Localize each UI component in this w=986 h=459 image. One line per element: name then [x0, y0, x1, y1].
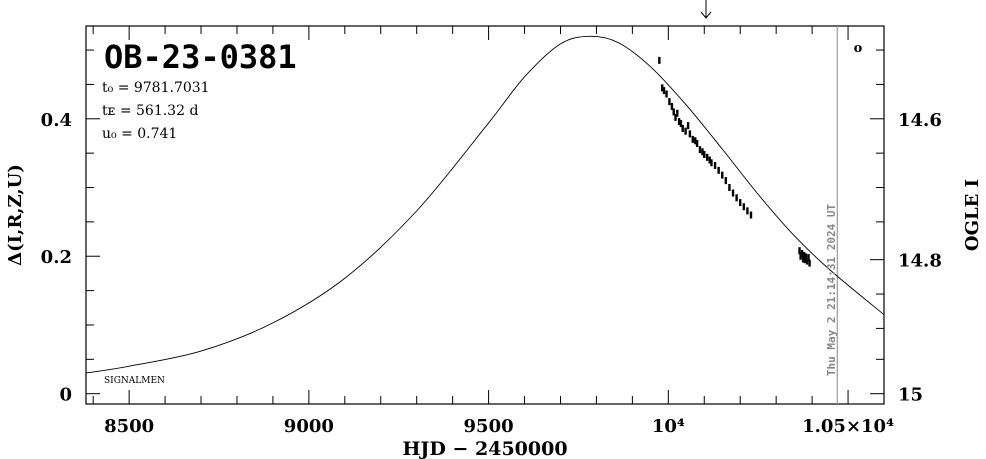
y-axis-label-left: Δ(I,R,Z,U)	[5, 164, 26, 266]
data-point	[749, 211, 753, 219]
y-tick-label-left: 0.2	[41, 247, 72, 268]
data-point	[688, 130, 692, 138]
data-point	[746, 207, 749, 215]
data-point	[803, 252, 806, 260]
chart-title: OB-23-0381	[104, 38, 297, 76]
y-axis-label-right: OGLE I	[962, 179, 983, 251]
x-tick-label: 9500	[464, 416, 514, 437]
legend-marker: o	[854, 41, 863, 56]
y-tick-label-right: 15	[898, 385, 923, 406]
param-t0: t₀ = 9781.7031	[102, 80, 210, 96]
data-point	[686, 122, 690, 130]
data-point	[805, 257, 809, 265]
data-point	[695, 140, 699, 148]
data-point	[739, 199, 742, 207]
x-tick-label: 8500	[104, 416, 154, 437]
data-point	[684, 127, 687, 135]
y-tick-label-left: 0	[59, 385, 72, 406]
data-point	[735, 194, 738, 202]
data-point	[808, 259, 811, 267]
data-point	[724, 177, 728, 185]
data-point	[800, 249, 804, 257]
data-point	[701, 148, 704, 156]
x-tick-label: 1.05×10⁴	[802, 416, 894, 437]
data-point	[799, 252, 802, 260]
data-point	[703, 151, 706, 159]
data-point	[807, 254, 810, 262]
data-point	[713, 162, 717, 170]
data-point	[668, 98, 671, 106]
model-curve	[85, 35, 885, 374]
x-axis-label: HJD − 2450000	[402, 438, 567, 459]
data-point	[691, 135, 694, 143]
data-point	[662, 87, 666, 95]
data-point	[665, 90, 668, 98]
data-point	[677, 118, 681, 126]
data-point	[708, 156, 711, 164]
data-point	[661, 84, 664, 92]
data-point	[676, 109, 679, 117]
data-point	[804, 253, 808, 261]
data-point	[679, 120, 683, 128]
x-tick-label: 10⁴	[652, 416, 685, 437]
data-point	[710, 159, 713, 167]
data-point	[670, 102, 674, 110]
data-point	[721, 171, 724, 179]
data-point	[717, 166, 720, 174]
param-u0: u₀ = 0.741	[102, 126, 177, 142]
data-point	[694, 137, 697, 145]
data-point	[731, 189, 735, 197]
y-tick-label-right: 14.6	[898, 110, 942, 131]
footnote-signalmen: SIGNALMEN	[104, 376, 165, 386]
data-point	[698, 146, 702, 154]
data-point	[798, 247, 801, 255]
data-point	[674, 113, 677, 121]
data-point	[728, 184, 731, 192]
data-point	[742, 203, 746, 211]
y-tick-label-right: 14.8	[898, 251, 942, 272]
data-point	[705, 153, 709, 161]
x-tick-label: 9000	[284, 416, 334, 437]
plot-frame	[85, 25, 885, 405]
timestamp-label: Thu May 2 21:14:31 2024 UT	[825, 204, 838, 377]
data-point	[681, 124, 684, 132]
data-point	[658, 56, 661, 64]
data-point	[672, 108, 675, 116]
arrow-down-icon	[700, 0, 712, 19]
y-tick-label-left: 0.4	[41, 110, 72, 131]
param-te: tᴇ = 561.32 d	[102, 103, 198, 119]
